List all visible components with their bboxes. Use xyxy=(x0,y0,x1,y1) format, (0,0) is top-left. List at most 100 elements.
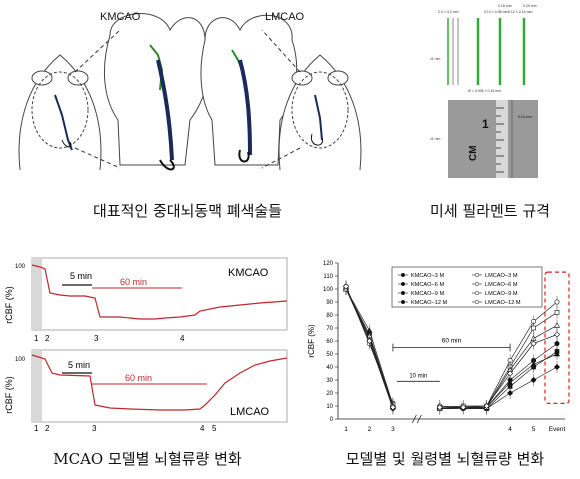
legend-label: LMCAO−6 M xyxy=(485,282,518,288)
legend-box xyxy=(391,266,543,308)
data-point xyxy=(553,322,561,328)
mcao-illustration: KMCAO LMCAO xyxy=(18,11,362,171)
data-point xyxy=(553,350,561,357)
ruler-number: 1 xyxy=(482,117,489,131)
y-tick-label: 50 xyxy=(326,352,333,358)
series-line xyxy=(439,366,558,409)
bottom-event-2: 2 xyxy=(45,424,50,433)
data-point xyxy=(507,370,514,377)
data-point xyxy=(530,361,537,367)
axis-break-mark xyxy=(411,414,417,424)
top-trace-label: KMCAO xyxy=(228,267,269,279)
y-tick-label: 120 xyxy=(323,261,334,267)
filament-caption: 미세 필라멘트 규격 xyxy=(430,202,550,220)
legend-label: KMCAO−6 M xyxy=(411,282,444,288)
filament-spec-panel: 2.0 × 3.0 mm 0.10 × 0.08 mm 0.12 × 0.14 … xyxy=(408,0,580,230)
x-tick-label: 4 xyxy=(508,426,512,433)
data-point xyxy=(554,310,560,315)
data-point xyxy=(342,283,350,290)
y-tick-label: 40 xyxy=(326,365,333,371)
top-event-4: 4 xyxy=(180,334,185,343)
kmcao-trace-line xyxy=(31,264,288,320)
top-ylabel: rCBF (%) xyxy=(4,286,14,324)
y-tick-label: 60 xyxy=(326,339,333,345)
data-point xyxy=(530,340,537,347)
filament-dim-4: 0.18 mm xyxy=(498,4,512,8)
top-span-5min: 5 min xyxy=(70,271,92,281)
filament-dim-3: 0.12 × 0.14 mm xyxy=(508,10,533,14)
filament-dim-1: 2.0 × 3.0 mm xyxy=(438,10,459,14)
rcbf-line-chart: 0 10 20 30 40 50 60 70 80 90 100 110 120 rCBF (%) 1 2 3 4… xyxy=(307,261,570,433)
legend-marker xyxy=(474,299,480,305)
x-tick-label: 5 xyxy=(532,426,536,433)
filament-lines xyxy=(447,18,526,85)
y-tick-label: 20 xyxy=(326,391,333,397)
data-point xyxy=(436,404,443,411)
data-point xyxy=(554,299,560,305)
x-tick-label: 1 xyxy=(344,426,348,433)
axis-break-mark xyxy=(416,414,422,424)
right-mouse-outline xyxy=(278,54,362,171)
legend-label: KMCAO−12 M xyxy=(411,300,448,306)
x-tick-label: Event xyxy=(549,426,566,433)
data-point xyxy=(507,379,514,385)
y-tick-label: 110 xyxy=(323,274,333,280)
y-tick-label: 30 xyxy=(326,378,333,384)
ruler-unit: CM xyxy=(468,145,479,161)
right-brain xyxy=(200,14,298,166)
data-point xyxy=(531,325,536,331)
bottom-event-3: 3 xyxy=(92,424,97,433)
legend-marker xyxy=(400,281,406,287)
series-line xyxy=(439,351,558,409)
bottom-event-1: 1 xyxy=(34,424,39,433)
data-point xyxy=(483,402,490,410)
bottom-span-5min: 5 min xyxy=(68,360,90,370)
filament-length-label: 11 mm xyxy=(430,57,441,61)
event-highlight-box xyxy=(544,271,570,405)
top-event-2: 2 xyxy=(45,334,50,343)
left-mouse-outline xyxy=(18,54,102,171)
series-line xyxy=(439,343,558,409)
chart-ylabel: rCBF (%) xyxy=(307,324,316,358)
legend-marker xyxy=(400,299,406,305)
illustration-caption: 대표적인 중대뇌동맥 폐색술들 xyxy=(93,202,282,220)
chart-caption: 모델별 및 월령별 뇌혈류량 변화 xyxy=(345,450,545,468)
legend-label: LMCAO−12 M xyxy=(485,300,521,306)
kmcao-label: KMCAO xyxy=(100,11,141,23)
y-tick-label: 10 xyxy=(326,404,333,410)
y-tick-label: 0 xyxy=(330,417,334,423)
data-point xyxy=(389,404,396,411)
top-event-1: 1 xyxy=(34,334,39,343)
series-line xyxy=(439,312,558,408)
data-point xyxy=(553,363,561,371)
legend-marker xyxy=(400,272,406,278)
data-point xyxy=(553,331,561,338)
filament-diameter-label: Ø = 0.005 × 0.15 mm xyxy=(468,89,501,93)
ruler-side-label: 11 mm xyxy=(430,137,441,141)
filament-dim-5: 0.20 mm xyxy=(523,4,537,8)
rcbf-traces: 100 5 min 60 min KMCAO 1 2 3 4 100 5 min… xyxy=(4,257,288,433)
dashed-arrows xyxy=(74,29,301,169)
span-60-label: 60 min xyxy=(442,337,462,344)
bottom-trace-label: LMCAO xyxy=(230,406,270,418)
legend-label: KMCAO−3 M xyxy=(411,273,444,279)
legend-marker xyxy=(474,281,480,287)
legend-label: LMCAO−9 M xyxy=(485,291,518,297)
y-tick-label: 90 xyxy=(326,300,333,306)
x-tick-label: 3 xyxy=(391,426,395,433)
y-tick-label: 80 xyxy=(326,313,333,319)
bottom-ylabel: rCBF (%) xyxy=(4,376,14,414)
series-line xyxy=(439,353,558,408)
bottom-event-5: 5 xyxy=(212,424,217,433)
lmcao-trace-line xyxy=(31,354,288,411)
series-line xyxy=(439,301,558,408)
ruler-annotation: 0.15 mm xyxy=(518,115,532,119)
y-tick-label: 100 xyxy=(323,287,334,293)
series-line xyxy=(439,334,558,408)
y-tick-label: 70 xyxy=(326,326,333,332)
bottom-span-60min: 60 min xyxy=(125,373,152,383)
legend-label: LMCAO−3 M xyxy=(485,273,518,279)
filament-diagram: 2.0 × 3.0 mm 0.10 × 0.08 mm 0.12 × 0.14 … xyxy=(408,0,580,190)
lmcao-label: LMCAO xyxy=(265,11,305,23)
span-10-label: 10 min xyxy=(409,373,427,379)
